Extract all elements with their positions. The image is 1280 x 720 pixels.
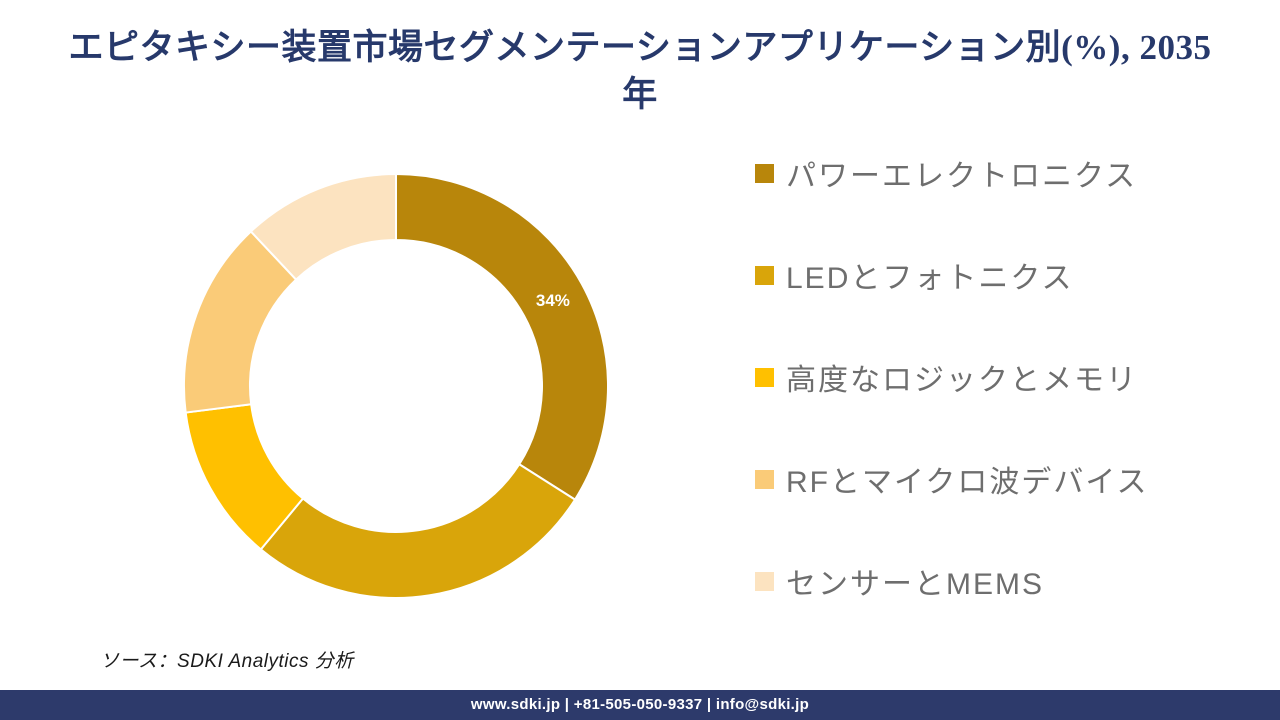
donut-segment <box>259 462 577 599</box>
legend-item: RFとマイクロ波デバイス <box>755 459 1235 499</box>
chart-title-line2: 年 <box>622 75 658 114</box>
donut-chart: 34% <box>176 166 616 606</box>
legend-item-label: パワーエレクトロニクス <box>786 160 1138 193</box>
footer-text: www.sdki.jp | +81-505-050-9337 | info@sd… <box>470 696 810 713</box>
legend-swatch-icon <box>755 163 774 183</box>
page-title: エピタキシー装置市場セグメンテーションアプリケーション別(%), 2035 年 <box>0 24 1280 118</box>
legend-swatch-icon <box>755 265 774 285</box>
legend-item: 高度なロジックとメモリ <box>755 357 1235 397</box>
legend-item-label: RFとマイクロ波デバイス <box>786 466 1149 499</box>
footer-bar: www.sdki.jp | +81-505-050-9337 | info@sd… <box>0 690 1280 720</box>
legend-item: センサーとMEMS <box>755 561 1235 601</box>
segment-data-label: 34% <box>536 291 570 310</box>
chart-title-line1: エピタキシー装置市場セグメンテーションアプリケーション別(%), 2035 <box>68 28 1212 67</box>
legend-item-label: センサーとMEMS <box>786 568 1044 601</box>
legend-swatch-icon <box>755 469 774 489</box>
legend-item-label: 高度なロジックとメモリ <box>786 364 1138 397</box>
donut-segment <box>395 172 610 501</box>
legend-item: LEDとフォトニクス <box>755 255 1235 295</box>
source-note: ソース：SDKI Analytics 分析 <box>100 651 354 672</box>
donut-chart-svg: 34% <box>183 172 610 599</box>
legend-item: パワーエレクトロニクス <box>755 153 1235 193</box>
donut-segment <box>249 172 397 281</box>
legend-swatch-icon <box>755 367 774 387</box>
legend-item-label: LEDとフォトニクス <box>786 262 1074 295</box>
legend: パワーエレクトロニクス LEDとフォトニクス高度なロジックとメモリ RFとマイクロ波… <box>755 153 1235 663</box>
legend-swatch-icon <box>755 571 774 591</box>
